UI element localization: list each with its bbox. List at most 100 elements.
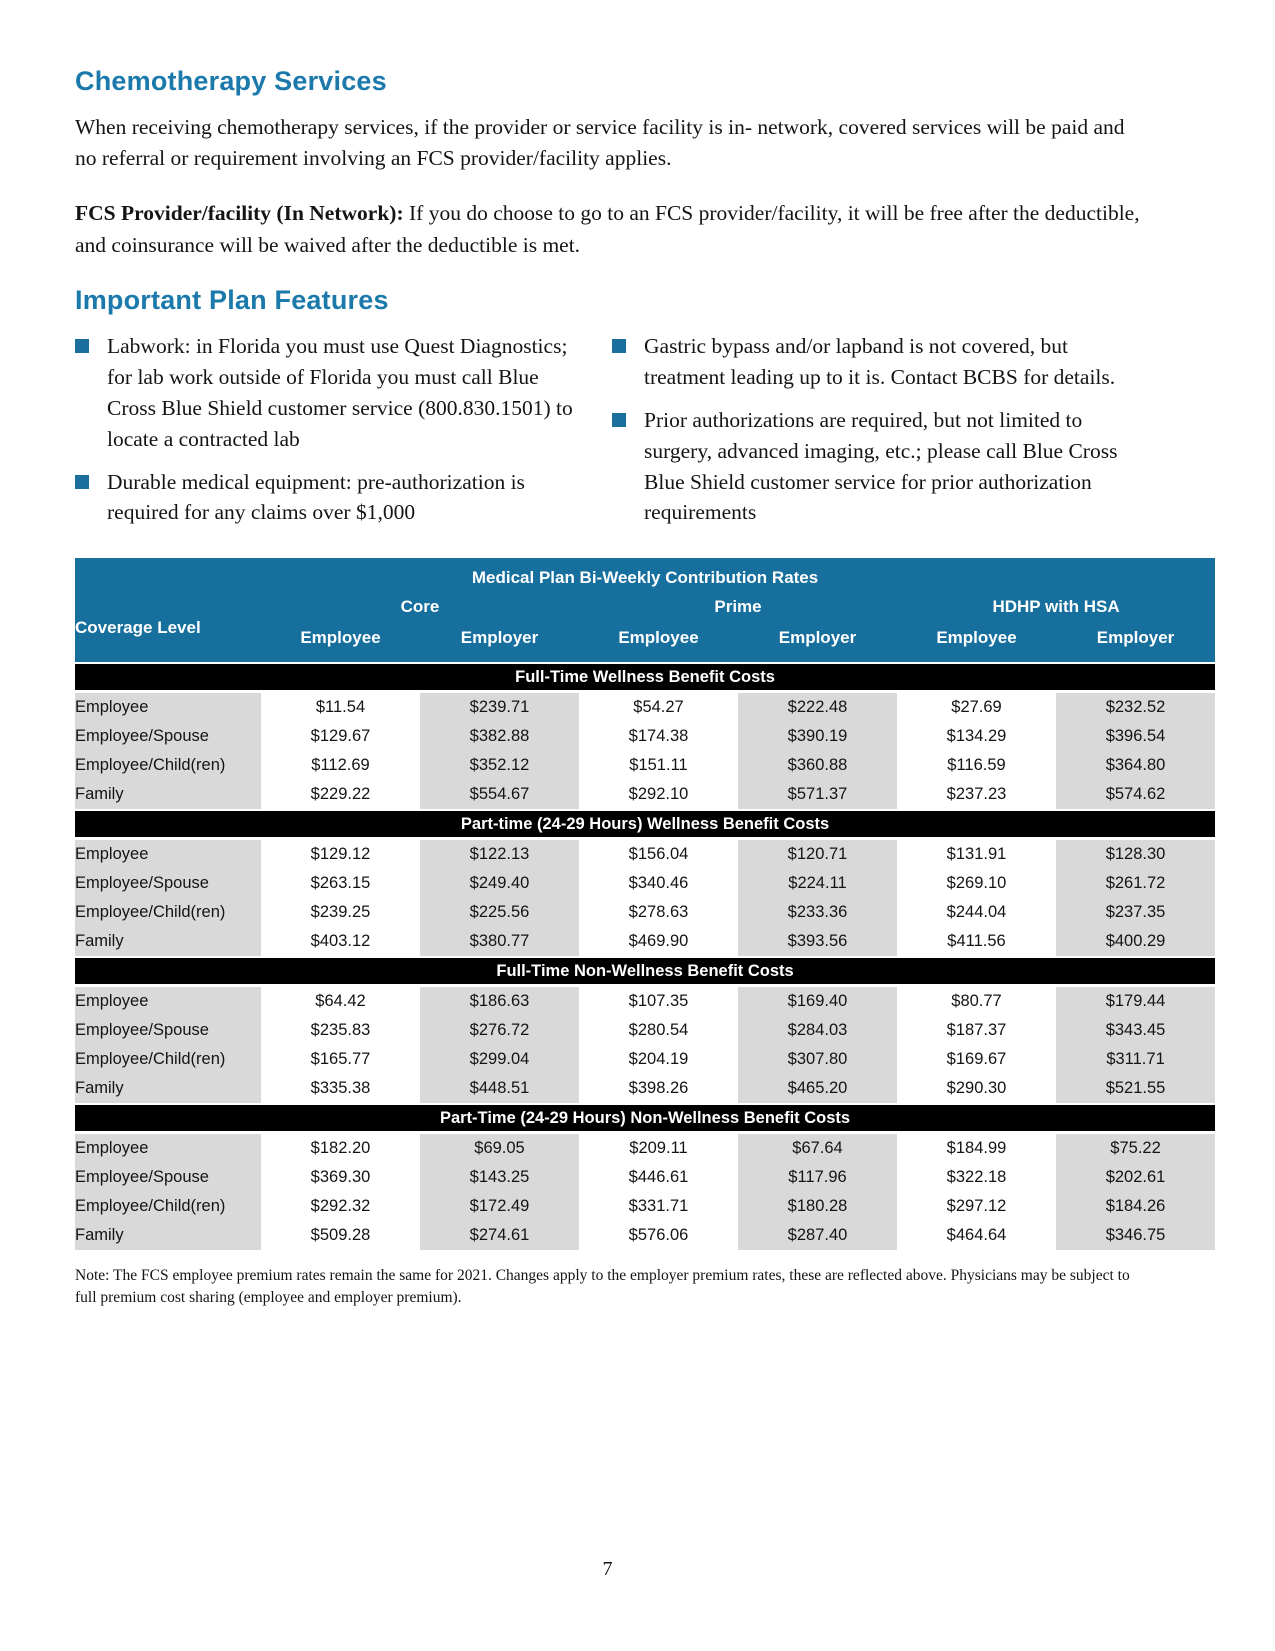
- rate-cell: $184.99: [946, 1139, 1007, 1158]
- rate-cell: $390.19: [738, 722, 897, 752]
- rate-cell: $184.26: [1056, 1192, 1216, 1222]
- rate-cell: $554.67: [420, 780, 579, 811]
- rate-cell: $380.77: [420, 927, 579, 958]
- rate-cell: $129.12: [310, 845, 371, 864]
- coverage-level-header: Coverage Level: [75, 594, 261, 664]
- table-row: Employee/Spouse $369.30 $143.25 $446.61 $117…: [75, 1163, 1216, 1193]
- coverage-level-cell: Employee/Child(ren): [75, 898, 261, 928]
- rate-cell: $80.77: [951, 992, 1002, 1011]
- rate-cell: $574.62: [1056, 780, 1216, 811]
- chemo-paragraph: When receiving chemotherapy services, if…: [75, 115, 1125, 171]
- rate-cell: $335.38: [310, 1079, 371, 1098]
- rate-cell: $233.36: [738, 898, 897, 928]
- rate-cell: $235.83: [310, 1021, 371, 1040]
- rate-cell: $360.88: [738, 751, 897, 781]
- coverage-level-cell: Employee: [75, 985, 261, 1017]
- rate-cell: $239.25: [310, 903, 371, 922]
- rate-cell: $143.25: [420, 1163, 579, 1193]
- plan-group-prime: Prime: [579, 594, 897, 621]
- rate-cell: $172.49: [420, 1192, 579, 1222]
- rate-cell: $202.61: [1056, 1163, 1216, 1193]
- rate-cell: $116.59: [947, 756, 1006, 775]
- plan-group-core: Core: [261, 594, 579, 621]
- plan-feature-text: Gastric bypass and/or lapband is not cov…: [644, 333, 1116, 389]
- rate-cell: $269.10: [946, 874, 1007, 893]
- table-row: Employee/Spouse $235.83 $276.72 $280.54 $284…: [75, 1016, 1216, 1046]
- rate-cell: $224.11: [738, 869, 897, 899]
- rate-cell: $261.72: [1056, 869, 1216, 899]
- table-row: Family $403.12 $380.77 $469.90 $393.56 $411.5…: [75, 927, 1216, 958]
- heading-important-plan-features: Important Plan Features: [75, 284, 389, 315]
- rate-cell: $209.11: [629, 1139, 688, 1158]
- rate-cell: $521.55: [1056, 1074, 1216, 1105]
- rate-cell: $369.30: [310, 1168, 371, 1187]
- rate-cell: $27.69: [951, 698, 1002, 717]
- rate-cell: $292.32: [310, 1197, 371, 1216]
- rate-cell: $290.30: [946, 1079, 1007, 1098]
- rate-cell: $120.71: [738, 838, 897, 870]
- rate-cell: $276.72: [420, 1016, 579, 1046]
- rate-cell: $331.71: [628, 1197, 689, 1216]
- rate-cell: $249.40: [420, 869, 579, 899]
- page-number: 7: [602, 1558, 613, 1580]
- rate-cell: $469.90: [628, 932, 689, 951]
- rate-cell: $64.42: [315, 992, 366, 1011]
- bullets-right-column: Gastric bypass and/or lapband is not cov…: [612, 331, 1149, 541]
- table-row: Employee/Spouse $129.67 $382.88 $174.38 $390…: [75, 722, 1216, 752]
- plan-feature-text: Prior authorizations are required, but n…: [644, 407, 1118, 525]
- subheader-core-employee: Employee: [261, 620, 420, 664]
- rate-cell: $352.12: [420, 751, 579, 781]
- heading-chemotherapy-services: Chemotherapy Services: [75, 66, 387, 96]
- rate-cell: $311.71: [1056, 1045, 1216, 1075]
- coverage-level-cell: Employee/Spouse: [75, 1016, 261, 1046]
- rate-cell: $576.06: [628, 1226, 689, 1245]
- rates-table-body: Full-Time Wellness Benefit Costs Employee…: [75, 662, 1216, 1251]
- rate-cell: $244.04: [946, 903, 1007, 922]
- rate-cell: $284.03: [738, 1016, 897, 1046]
- rate-cell: $465.20: [738, 1074, 897, 1105]
- rate-cell: $187.37: [946, 1021, 1007, 1040]
- plan-feature-item: Gastric bypass and/or lapband is not cov…: [612, 331, 1149, 393]
- rate-cell: $400.29: [1056, 927, 1216, 958]
- table-row: Employee $129.12 $122.13 $156.04 $120.71 $131…: [75, 838, 1216, 870]
- rate-cell: $364.80: [1056, 751, 1216, 781]
- table-row: Employee $182.20 $69.05 $209.11 $67.64 $184.9…: [75, 1132, 1216, 1164]
- table-row: Employee/Child(ren) $165.77 $299.04 $204.19…: [75, 1045, 1216, 1075]
- table-title: Medical Plan Bi-Weekly Contribution Rate…: [75, 558, 1216, 595]
- rate-cell: $232.52: [1056, 691, 1216, 723]
- plan-feature-item: Prior authorizations are required, but n…: [612, 405, 1149, 529]
- rate-cell: $280.54: [628, 1021, 689, 1040]
- table-section-row: Full-Time Non-Wellness Benefit Costs: [75, 956, 1216, 988]
- rate-cell: $11.54: [315, 698, 366, 717]
- rate-cell: $297.12: [946, 1197, 1007, 1216]
- rate-cell: $225.56: [420, 898, 579, 928]
- rate-cell: $239.71: [420, 691, 579, 723]
- rate-cell: $134.29: [946, 727, 1007, 746]
- rate-cell: $54.27: [633, 698, 684, 717]
- rate-cell: $571.37: [738, 780, 897, 811]
- bullet-square-icon: [612, 412, 626, 427]
- rate-cell: $229.22: [310, 785, 371, 804]
- rate-cell: $299.04: [420, 1045, 579, 1075]
- rate-cell: $393.56: [738, 927, 897, 958]
- plan-group-hdhp: HDHP with HSA: [897, 594, 1216, 621]
- coverage-level-cell: Employee/Child(ren): [75, 1192, 261, 1222]
- plan-feature-item: Labwork: in Florida you must use Quest D…: [75, 331, 590, 455]
- rate-cell: $346.75: [1056, 1221, 1216, 1251]
- table-row: Employee/Child(ren) $292.32 $172.49 $331.71…: [75, 1192, 1216, 1222]
- rate-cell: $174.38: [628, 727, 689, 746]
- rate-cell: $448.51: [420, 1074, 579, 1105]
- bullet-square-icon: [612, 338, 626, 353]
- rate-cell: $446.61: [628, 1168, 689, 1187]
- rate-cell: $222.48: [738, 691, 897, 723]
- subheader-prime-employer: Employer: [738, 620, 897, 664]
- table-section-title: Part-time (24-29 Hours) Wellness Benefit…: [75, 809, 1216, 841]
- table-section-title: Part-Time (24-29 Hours) Non-Wellness Ben…: [75, 1103, 1216, 1135]
- subheader-core-employer: Employer: [420, 620, 579, 664]
- bullet-square-icon: [75, 474, 89, 489]
- rate-cell: $274.61: [420, 1221, 579, 1251]
- rate-cell: $396.54: [1056, 722, 1216, 752]
- rate-cell: $67.64: [738, 1132, 897, 1164]
- coverage-level-cell: Employee/Child(ren): [75, 751, 261, 781]
- coverage-level-cell: Family: [75, 1221, 261, 1251]
